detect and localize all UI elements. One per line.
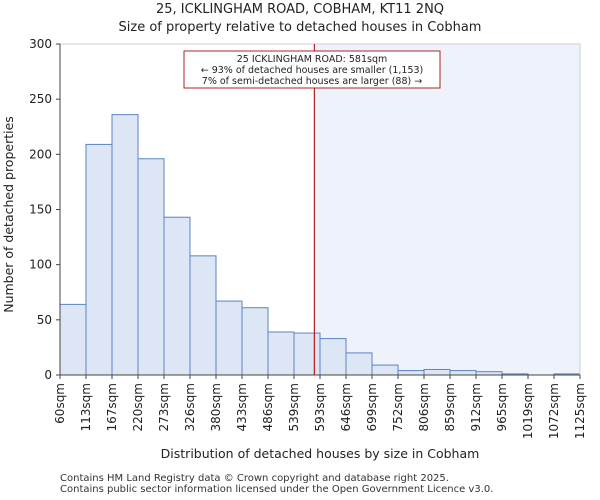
x-tick-label: 859sqm: [443, 383, 457, 431]
histogram-bar: [449, 370, 477, 376]
histogram-bar: [137, 158, 165, 376]
x-tick-label: 593sqm: [313, 383, 327, 431]
histogram-bar: [267, 331, 295, 376]
x-tick-label: 752sqm: [391, 383, 405, 431]
annotation-box: [183, 50, 441, 89]
histogram-bar: [189, 255, 217, 376]
x-tick-label: 912sqm: [469, 383, 483, 431]
annotation-line-2: ← 93% of detached houses are smaller (1,…: [201, 65, 424, 76]
x-tick-label: 539sqm: [287, 383, 301, 431]
histogram-bar: [59, 303, 87, 376]
x-tick-label: 273sqm: [157, 383, 171, 431]
x-tick-label: 1072sqm: [547, 383, 561, 439]
chart-title: 25, ICKLINGHAM ROAD, COBHAM, KT11 2NQ: [155, 2, 445, 17]
x-tick-label: 806sqm: [417, 383, 431, 431]
x-tick-label: 167sqm: [105, 383, 119, 431]
y-tick-label: 100: [29, 258, 52, 272]
histogram-bar: [85, 143, 113, 376]
larger-region-shade: [314, 44, 580, 375]
footer-line-2: Contains public sector information licen…: [60, 484, 494, 495]
histogram-bar: [241, 307, 269, 376]
x-axis-title: Distribution of detached houses by size …: [161, 446, 480, 461]
x-tick-label: 220sqm: [131, 383, 145, 431]
y-tick-label: 150: [29, 203, 52, 217]
histogram-bar: [319, 338, 347, 376]
x-tick-label: 326sqm: [183, 383, 197, 431]
x-tick-label: 646sqm: [339, 383, 353, 431]
annotation-line-3: 7% of semi-detached houses are larger (8…: [202, 76, 422, 87]
histogram-bar: [111, 114, 139, 376]
y-tick-label: 200: [29, 147, 52, 161]
chart-subtitle: Size of property relative to detached ho…: [118, 20, 482, 35]
x-tick-label: 113sqm: [79, 383, 93, 431]
y-tick-label: 250: [29, 92, 52, 106]
histogram-bar: [293, 332, 321, 376]
y-tick-label: 0: [44, 368, 52, 382]
x-tick-label: 433sqm: [235, 383, 249, 431]
x-tick-label: 1019sqm: [521, 383, 535, 439]
x-tick-label: 486sqm: [261, 383, 275, 431]
x-tick-label: 380sqm: [209, 383, 223, 431]
y-tick-label: 50: [37, 313, 52, 327]
footer-line-1: Contains HM Land Registry data © Crown c…: [60, 473, 449, 484]
x-tick-label: 60sqm: [53, 383, 67, 424]
y-axis-title: Number of detached properties: [1, 116, 16, 313]
histogram-bar: [163, 216, 191, 376]
histogram-bar: [345, 352, 373, 376]
histogram-bar: [371, 364, 399, 376]
x-tick-label: 1125sqm: [573, 383, 587, 439]
y-tick-label: 300: [29, 37, 52, 51]
histogram-bar: [397, 370, 425, 376]
x-tick-label: 965sqm: [495, 383, 509, 431]
histogram-bar: [423, 368, 451, 376]
x-tick-label: 699sqm: [365, 383, 379, 431]
histogram-bar: [215, 300, 243, 376]
annotation-line-1: 25 ICKLINGHAM ROAD: 581sqm: [237, 54, 388, 65]
